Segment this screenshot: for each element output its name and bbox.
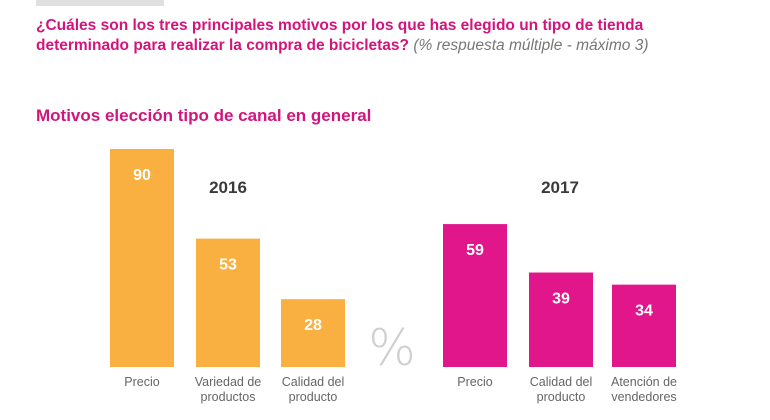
bar-2016-2 xyxy=(281,299,345,367)
year-label-2016: 2016 xyxy=(209,178,247,197)
bar-2017-2 xyxy=(612,284,676,367)
category-label-2017-2: Atención de vendedores xyxy=(611,375,677,404)
category-label-2017-0: Precio xyxy=(457,375,492,389)
section-title: Motivos elección tipo de canal en genera… xyxy=(36,106,372,125)
bar-2016-0 xyxy=(110,149,174,367)
category-label-2017-1: Calidad del producto xyxy=(530,375,593,404)
category-label-2016-0: Precio xyxy=(124,375,159,389)
value-label-2017-1: 39 xyxy=(552,291,570,308)
bar-2016-1 xyxy=(196,238,260,367)
survey-question: ¿Cuáles son los tres principales motivos… xyxy=(36,16,736,56)
category-label-2016-1: Variedad de productos xyxy=(195,375,262,404)
value-label-2017-0: 59 xyxy=(466,242,484,259)
question-note: (% respuesta múltiple - máximo 3) xyxy=(413,37,649,54)
bar-2017-0 xyxy=(443,224,507,367)
value-label-2016-2: 28 xyxy=(304,317,322,334)
bar-2017-1 xyxy=(529,272,593,367)
year-label-2017: 2017 xyxy=(541,178,579,197)
value-label-2016-1: 53 xyxy=(219,257,237,274)
value-label-2017-2: 34 xyxy=(635,303,653,320)
percent-unit-label: % xyxy=(368,319,416,377)
header-bar xyxy=(36,0,164,6)
value-label-2016-0: 90 xyxy=(133,167,151,184)
question-text: ¿Cuáles son los tres principales motivos… xyxy=(36,17,644,54)
category-label-2016-2: Calidad del producto xyxy=(282,375,345,404)
